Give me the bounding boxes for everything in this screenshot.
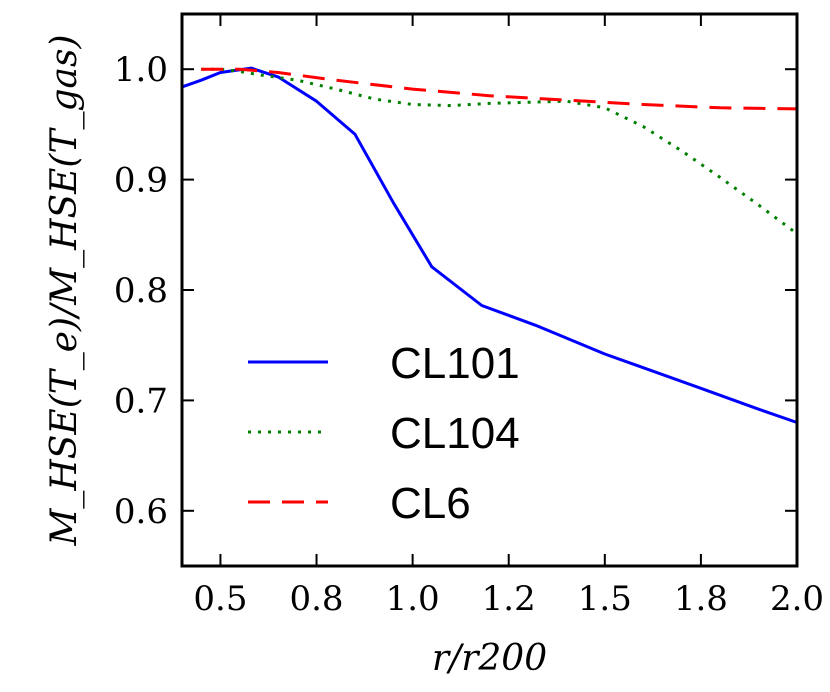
y-axis-label: M_HSE(T_e)/M_HSE(T_gas)	[44, 34, 85, 546]
legend-label-cl6: CL6	[390, 479, 471, 528]
y-tick-label: 0.7	[114, 381, 168, 421]
x-tick-label: 2.0	[770, 579, 824, 619]
x-tick-label: 1.0	[386, 579, 440, 619]
x-tick-label: 0.8	[289, 579, 343, 619]
x-tick-label: 1.8	[674, 579, 728, 619]
x-tick-label: 0.5	[193, 579, 247, 619]
legend: CL101 CL104 CL6	[248, 339, 520, 528]
y-axis: 0.6 0.7 0.8 0.9 1.0	[114, 50, 797, 532]
x-tick-label: 1.5	[578, 579, 632, 619]
y-tick-label: 1.0	[114, 50, 168, 90]
x-axis-label: r/r200	[432, 638, 547, 679]
plot-lines	[181, 66, 798, 424]
y-tick-label: 0.8	[114, 271, 168, 311]
legend-label-cl101: CL101	[390, 339, 520, 388]
y-tick-label: 0.6	[114, 492, 168, 532]
x-tick-label: 1.2	[482, 579, 536, 619]
series-line-cl104	[201, 67, 798, 235]
series-line-cl6	[201, 67, 798, 111]
x-axis: 0.5 0.8 1.0 1.2 1.5 1.8 2.0	[193, 14, 824, 619]
legend-label-cl104: CL104	[390, 409, 520, 458]
series-line-cl101	[181, 66, 798, 424]
y-tick-label: 0.9	[114, 161, 168, 201]
axis-labels: r/r200 M_HSE(T_e)/M_HSE(T_gas)	[44, 34, 547, 679]
